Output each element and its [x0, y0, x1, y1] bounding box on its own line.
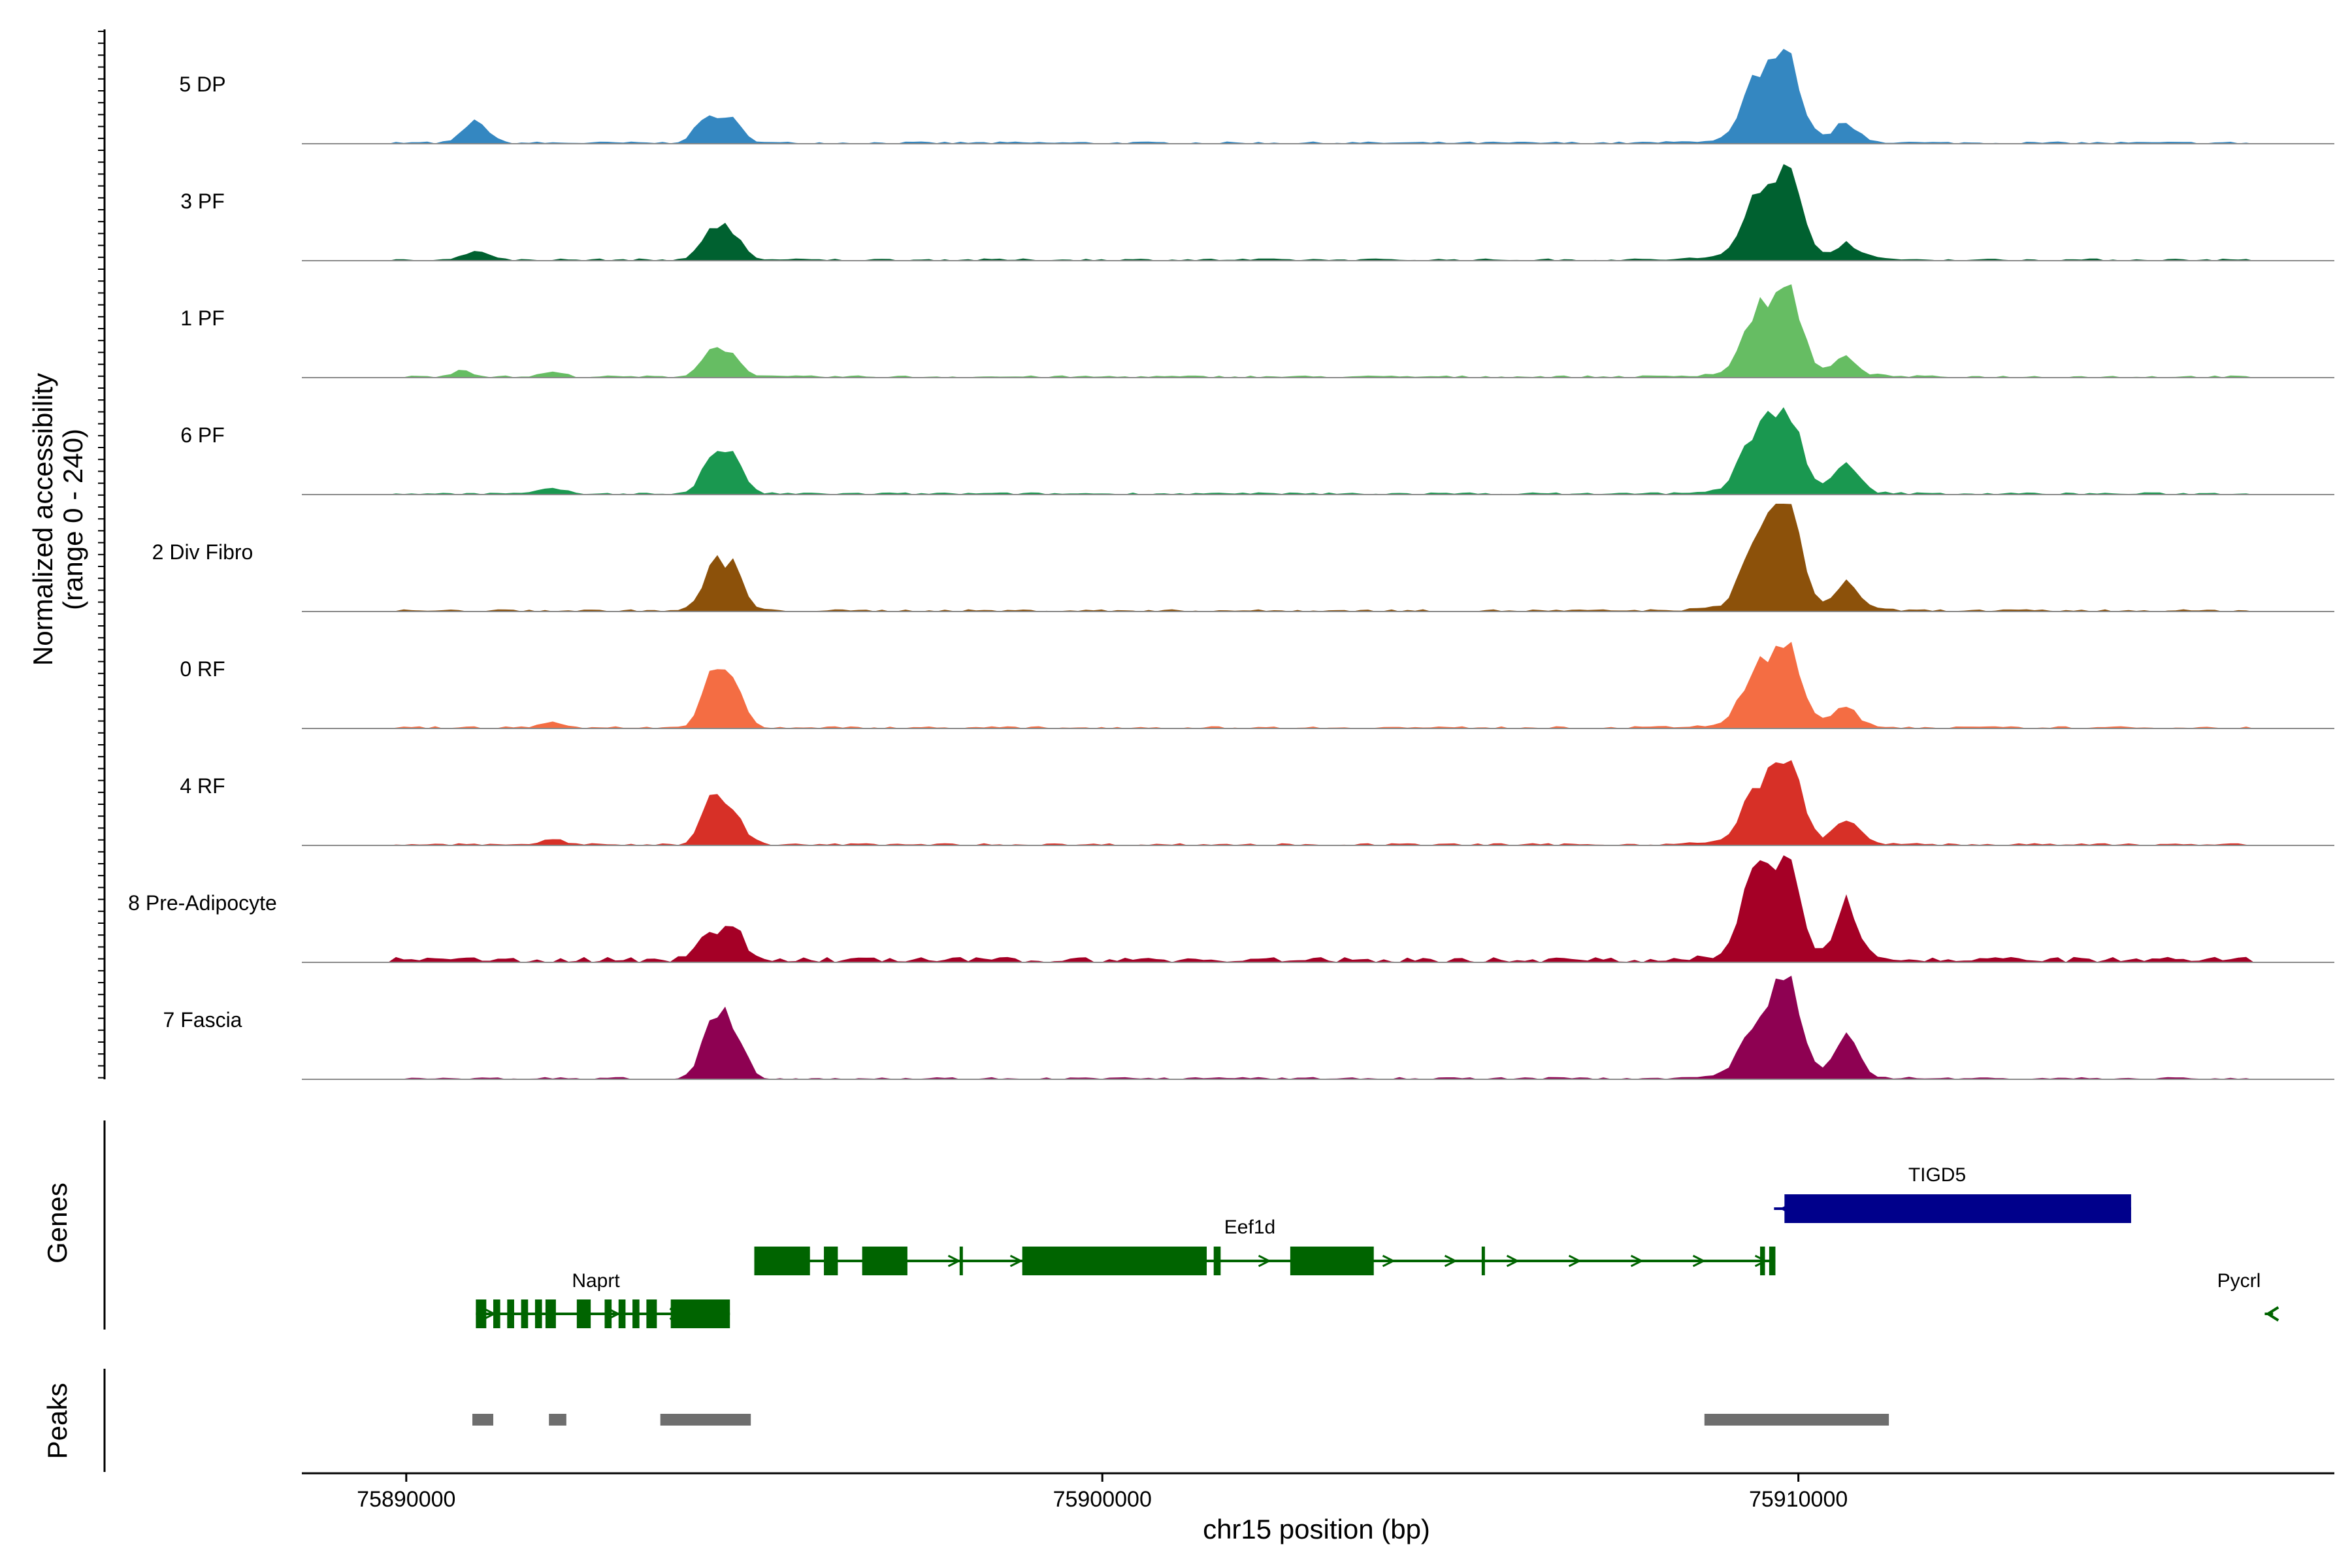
gene-label: TIGD5: [1908, 1164, 1966, 1186]
x-axis-ticks: 75890000 75900000 75910000: [357, 1473, 1848, 1512]
track-label: 0 RF: [180, 657, 225, 681]
coverage-area: [302, 642, 2334, 728]
strand-arrow: [1382, 1254, 1396, 1267]
y-axis-title-line1: Normalized accessibility: [27, 373, 58, 666]
y-axis-title-line2: (range 0 - 240): [57, 429, 88, 610]
track-label: 6 PF: [180, 423, 225, 447]
track-3-pf: 3 PF: [180, 164, 2334, 261]
strand-arrow: [1754, 1254, 1768, 1267]
track-5-dp: 5 DP: [179, 48, 2334, 144]
strand-arrow: [1568, 1254, 1582, 1267]
gene-exon: [576, 1299, 591, 1328]
track-1-pf: 1 PF: [180, 284, 2334, 378]
coverage-area: [302, 504, 2334, 612]
peak-region: [1704, 1414, 1889, 1426]
gene-label: Naprt: [572, 1270, 620, 1292]
gene-exon: [604, 1299, 612, 1328]
gene-exon: [507, 1299, 514, 1328]
gene-exon: [632, 1299, 640, 1328]
track-label: 2 Div Fibro: [152, 540, 253, 564]
strand-arrow: [1692, 1254, 1706, 1267]
gene-exon: [534, 1299, 542, 1328]
gene-exon: [1784, 1194, 2131, 1223]
track-label: 4 RF: [180, 774, 225, 798]
coverage-area: [302, 48, 2334, 144]
peak-region: [660, 1414, 751, 1426]
strand-arrow: [1444, 1254, 1458, 1267]
genes-panel-label: Genes: [42, 1183, 73, 1264]
y-axis-title: Normalized accessibility (range 0 - 240): [27, 373, 88, 666]
coverage-area: [302, 284, 2334, 378]
peak-region: [549, 1414, 566, 1426]
x-tick-label: 75890000: [357, 1487, 455, 1512]
coverage-area: [302, 760, 2334, 845]
strand-arrow: [1630, 1254, 1644, 1267]
track-label: 7 Fascia: [163, 1008, 242, 1032]
strand-arrow: [1506, 1254, 1520, 1267]
peaks-panel-label: Peaks: [42, 1383, 73, 1460]
gene-exon: [476, 1299, 487, 1328]
gene-label: Eef1d: [1224, 1217, 1275, 1238]
coverage-area: [302, 164, 2334, 261]
strand-arrow: [947, 1254, 961, 1267]
track-label: 3 PF: [180, 189, 225, 213]
gene-track: Naprt Eef1d TIGD5 Pycrl: [476, 1164, 2279, 1328]
gene-exon: [1481, 1247, 1485, 1275]
track-label: 8 Pre-Adipocyte: [128, 891, 277, 915]
gene-pycrl: Pycrl: [2217, 1270, 2279, 1322]
track-8-pre-adipocyte: 8 Pre-Adipocyte: [128, 855, 2334, 963]
track-6-pf: 6 PF: [180, 407, 2334, 495]
gene-exon: [862, 1247, 907, 1275]
track-4-rf: 4 RF: [180, 760, 2334, 846]
gene-exon: [959, 1247, 963, 1275]
gene-label: Pycrl: [2217, 1270, 2261, 1292]
gene-exon: [493, 1299, 500, 1328]
gene-eef1d: Eef1d: [754, 1217, 1776, 1275]
gene-naprt: Naprt: [476, 1270, 730, 1328]
gene-exon: [545, 1299, 556, 1328]
coverage-area: [302, 855, 2334, 962]
gene-exon: [521, 1299, 529, 1328]
gene-exon: [1760, 1247, 1765, 1275]
x-axis-title: chr15 position (bp): [1203, 1514, 1430, 1544]
gene-exon: [670, 1299, 730, 1328]
x-tick-label: 75910000: [1749, 1487, 1848, 1512]
gene-exon: [1022, 1247, 1207, 1275]
gene-exon: [646, 1299, 657, 1328]
track-label: 1 PF: [180, 306, 225, 330]
gene-exon: [824, 1247, 838, 1275]
track-7-fascia: 7 Fascia: [163, 975, 2334, 1080]
gene-exon: [1769, 1247, 1776, 1275]
coverage-y-axis-ticks: [98, 31, 105, 1079]
strand-arrow: [2265, 1306, 2279, 1322]
gene-exon: [1213, 1247, 1221, 1275]
track-2-div-fibro: 2 Div Fibro: [152, 504, 2334, 612]
coverage-area: [302, 407, 2334, 495]
gene-tigd5: TIGD5: [1774, 1164, 2131, 1223]
track-label: 5 DP: [179, 73, 225, 96]
peak-track: [472, 1414, 1889, 1426]
strand-arrow: [1009, 1254, 1023, 1267]
track-0-rf: 0 RF: [180, 642, 2334, 729]
x-tick-label: 75900000: [1053, 1487, 1152, 1512]
peak-region: [472, 1414, 493, 1426]
strand-arrow: [1258, 1254, 1271, 1267]
gene-exon: [1290, 1247, 1374, 1275]
coverage-tracks: 5 DP 3 PF 1 PF 6 PF 2 Div Fibro 0 RF 4 RF 8 Pre…: [128, 48, 2334, 1080]
gene-exon: [754, 1247, 810, 1275]
gene-exon: [618, 1299, 626, 1328]
coverage-area: [302, 975, 2334, 1079]
